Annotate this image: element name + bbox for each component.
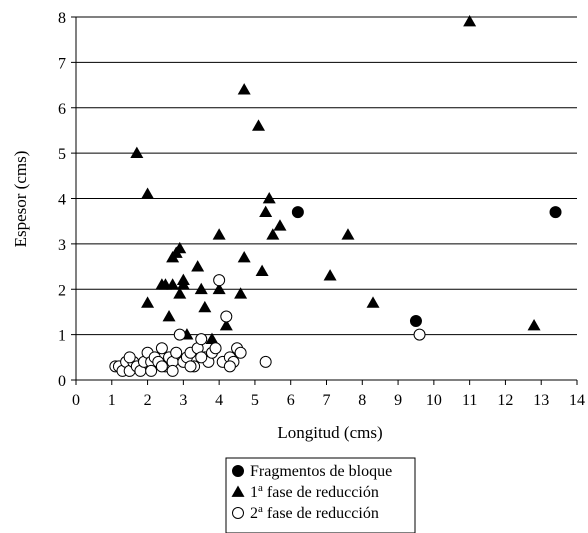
x-tick-label: 1: [108, 392, 116, 409]
data-point: [205, 332, 219, 345]
data-point: [155, 342, 168, 355]
data-point: [234, 346, 247, 359]
legend-marker-2: [231, 485, 245, 497]
y-tick-label: 4: [58, 192, 66, 209]
y-tick-label: 1: [58, 328, 66, 345]
data-point: [191, 260, 205, 272]
x-tick-label: 14: [569, 392, 585, 409]
data-point: [237, 83, 251, 95]
data-point: [259, 355, 272, 368]
data-point: [166, 364, 179, 377]
data-point: [141, 187, 155, 199]
data-points: [109, 15, 562, 377]
data-point: [141, 296, 155, 308]
x-tick-label: 4: [215, 392, 223, 409]
series-3: [109, 274, 426, 377]
x-tick-label: 6: [287, 392, 295, 409]
data-point: [212, 282, 226, 295]
x-axis-label: Longitud (cms): [277, 423, 382, 442]
legend: Fragmentos de bloque 1a fase de reducción…: [225, 457, 416, 533]
x-tick-label: 0: [72, 392, 80, 409]
data-point: [166, 278, 180, 290]
x-tick-label: 10: [426, 392, 442, 409]
data-point: [273, 219, 287, 231]
data-point: [219, 319, 233, 331]
data-point: [463, 15, 477, 27]
y-tick-label: 7: [58, 55, 66, 72]
data-point: [234, 287, 248, 299]
data-point: [184, 360, 197, 373]
data-point: [220, 310, 233, 323]
data-point: [173, 328, 186, 341]
x-tick-label: 8: [358, 392, 366, 409]
x-tick-label: 13: [533, 392, 549, 409]
data-point: [323, 269, 337, 281]
data-point: [291, 206, 304, 219]
data-point: [173, 241, 187, 254]
data-point: [252, 119, 266, 131]
x-tick-label: 9: [394, 392, 402, 409]
legend-label-3: 2a fase de reducción: [250, 503, 379, 522]
data-point: [194, 282, 208, 295]
data-point: [130, 146, 144, 158]
legend-box: [225, 457, 416, 533]
data-point: [145, 364, 158, 377]
x-tick-label: 12: [497, 392, 513, 409]
y-tick-label: 0: [58, 373, 66, 390]
data-point: [209, 342, 222, 355]
data-point: [213, 274, 226, 287]
x-tick-label: 5: [251, 392, 259, 409]
data-point: [237, 250, 251, 263]
x-tick-label: 3: [179, 392, 187, 409]
data-point: [195, 351, 208, 364]
data-point: [255, 264, 269, 276]
y-tick-label: 5: [58, 146, 66, 163]
data-point: [409, 315, 422, 328]
data-point: [549, 206, 562, 219]
grid: [76, 16, 577, 336]
series-2: [130, 15, 541, 345]
data-point: [162, 309, 176, 322]
data-point: [195, 333, 208, 346]
y-tick-label: 3: [58, 237, 66, 254]
data-point: [341, 228, 355, 240]
data-point: [413, 328, 426, 341]
y-tick-label: 2: [58, 282, 66, 299]
legend-label-1: Fragmentos de bloque: [250, 463, 392, 480]
data-point: [123, 351, 136, 364]
series-1: [291, 206, 562, 328]
data-point: [366, 296, 380, 308]
x-tick-label: 11: [462, 392, 477, 409]
data-point: [173, 287, 187, 299]
data-point: [527, 319, 541, 331]
data-point: [262, 192, 276, 204]
legend-label-2: 1a fase de reducción: [250, 482, 379, 501]
y-tick-label: 6: [58, 101, 66, 118]
data-point: [198, 300, 212, 313]
x-tick-label: 7: [323, 392, 331, 409]
y-tick-label: 8: [58, 10, 66, 27]
x-tick-label: 2: [144, 392, 152, 409]
data-point: [259, 205, 273, 217]
data-point: [212, 228, 226, 240]
data-point: [266, 228, 280, 240]
data-point: [170, 346, 183, 359]
legend-marker-3: [232, 507, 244, 519]
data-point: [176, 278, 190, 290]
data-point: [223, 360, 236, 373]
legend-marker-1: [232, 465, 244, 477]
y-axis-label: Espesor (cms): [11, 151, 30, 248]
data-point: [155, 360, 168, 373]
